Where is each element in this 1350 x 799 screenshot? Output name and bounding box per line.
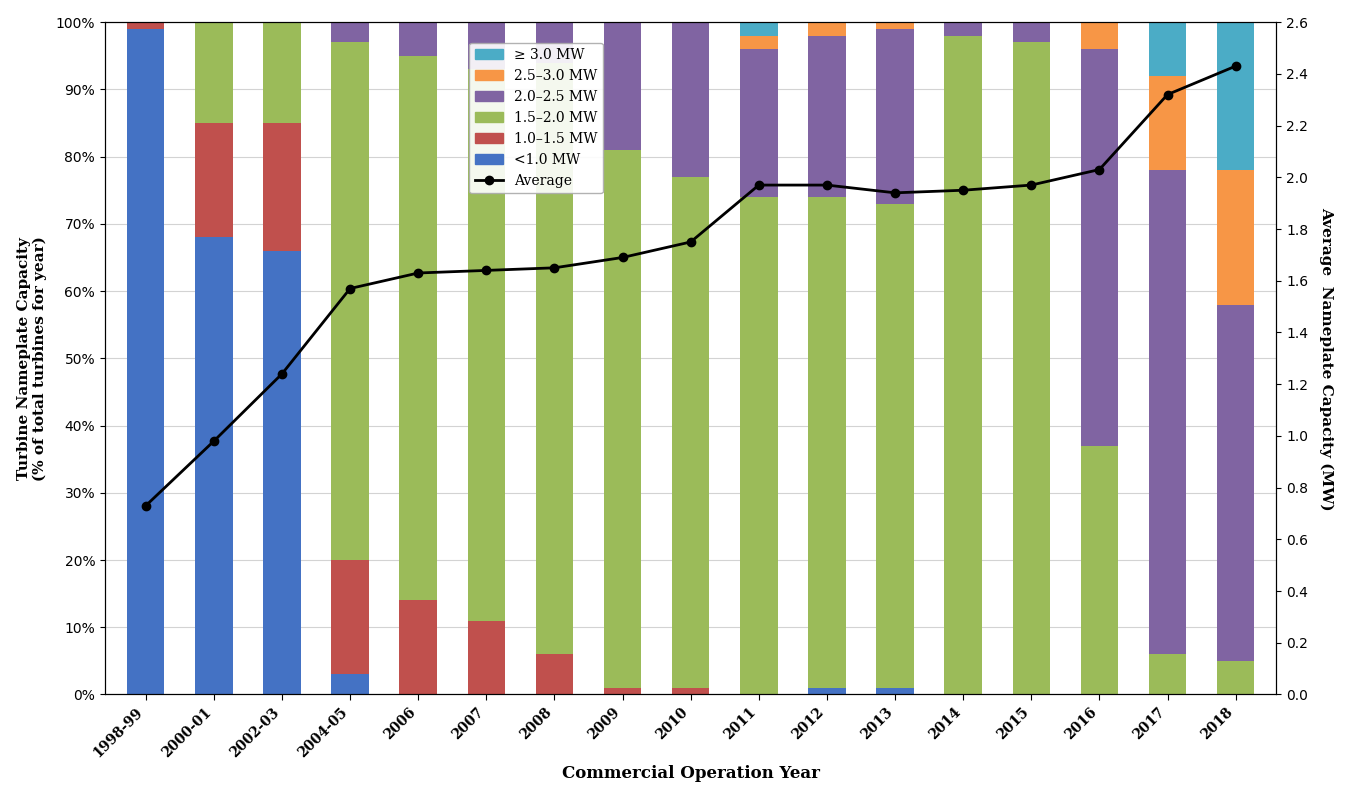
Bar (740, 49, 778, 197)
Bar (467, 22, 505, 70)
Bar (809, 22, 845, 36)
Bar (1216, 661, 1254, 694)
Bar (331, 22, 369, 42)
X-axis label: Commercial Operation Year: Commercial Operation Year (562, 765, 819, 782)
Bar (876, 204, 914, 688)
Bar (331, 674, 369, 694)
Bar (740, 36, 778, 49)
Bar (196, 237, 232, 694)
Y-axis label: Average  Nameplate Capacity (MW): Average Nameplate Capacity (MW) (1319, 206, 1334, 510)
Bar (1012, 22, 1050, 42)
Legend: ≥ 3.0 MW, 2.5–3.0 MW, 2.0–2.5 MW, 1.5–2.0 MW, 1.0–1.5 MW, <1.0 MW, Average: ≥ 3.0 MW, 2.5–3.0 MW, 2.0–2.5 MW, 1.5–2.… (470, 42, 602, 193)
Bar (1149, 170, 1187, 654)
Bar (603, 688, 641, 694)
Bar (1149, 654, 1187, 694)
Bar (536, 62, 574, 654)
Bar (127, 22, 165, 29)
Bar (196, 22, 232, 123)
Bar (331, 560, 369, 674)
Bar (400, 56, 437, 600)
Bar (1012, 42, 1050, 694)
Bar (740, 197, 778, 694)
Bar (603, 150, 641, 688)
Bar (196, 123, 232, 237)
Bar (1216, 22, 1254, 170)
Bar (945, 22, 981, 36)
Bar (400, 22, 437, 56)
Bar (672, 177, 709, 688)
Bar (1080, 22, 1118, 49)
Bar (263, 251, 301, 694)
Bar (331, 42, 369, 560)
Bar (1216, 170, 1254, 304)
Bar (1080, 49, 1118, 446)
Bar (945, 36, 981, 694)
Bar (536, 654, 574, 694)
Bar (263, 123, 301, 251)
Bar (603, 22, 641, 150)
Bar (1149, 76, 1187, 170)
Bar (876, 688, 914, 694)
Bar (740, 22, 778, 36)
Bar (1216, 304, 1254, 661)
Bar (1149, 22, 1187, 76)
Bar (467, 621, 505, 694)
Bar (876, 29, 914, 204)
Bar (467, 70, 505, 621)
Bar (400, 600, 437, 694)
Bar (809, 36, 845, 197)
Y-axis label: Turbine Nameplate Capacity
(% of total turbines for year): Turbine Nameplate Capacity (% of total t… (16, 236, 47, 481)
Bar (809, 197, 845, 688)
Bar (809, 688, 845, 694)
Bar (1080, 446, 1118, 694)
Bar (672, 22, 709, 177)
Bar (536, 22, 574, 62)
Bar (876, 22, 914, 29)
Bar (263, 22, 301, 123)
Bar (127, 29, 165, 694)
Bar (672, 688, 709, 694)
